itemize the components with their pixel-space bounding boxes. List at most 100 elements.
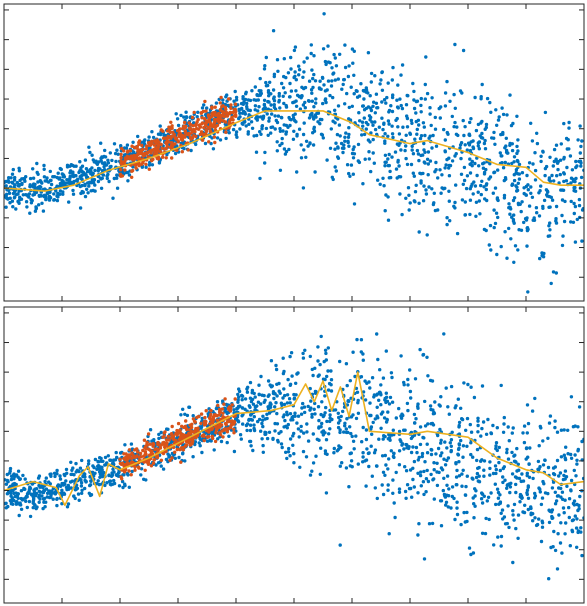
scatter-point xyxy=(531,512,535,516)
scatter-point xyxy=(495,123,499,128)
scatter-point xyxy=(399,73,403,77)
scatter-point xyxy=(150,163,155,167)
scatter-point xyxy=(567,126,571,130)
scatter-point xyxy=(193,440,198,444)
scatter-point xyxy=(131,140,135,144)
scatter-point xyxy=(580,239,584,243)
scatter-point xyxy=(462,381,466,385)
scatter-point xyxy=(469,441,473,445)
scatter-point xyxy=(414,183,418,187)
scatter-point xyxy=(31,506,35,510)
scatter-point xyxy=(368,401,372,405)
scatter-point xyxy=(473,184,478,188)
scatter-point xyxy=(264,80,268,85)
scatter-point xyxy=(310,469,314,473)
scatter-point xyxy=(319,412,323,417)
scatter-point xyxy=(472,395,477,400)
scatter-point xyxy=(170,156,174,160)
scatter-point xyxy=(145,442,149,446)
scatter-point xyxy=(170,456,174,460)
scatter-point xyxy=(387,532,391,536)
scatter-point xyxy=(32,502,36,506)
scatter-point xyxy=(31,167,35,171)
scatter-point xyxy=(161,136,166,140)
scatter-point xyxy=(406,94,410,98)
scatter-point xyxy=(217,407,222,412)
scatter-point xyxy=(414,445,419,450)
scatter-point xyxy=(420,454,424,459)
scatter-point xyxy=(385,399,390,403)
scatter-point xyxy=(161,467,166,471)
scatter-point xyxy=(524,218,529,222)
scatter-point xyxy=(84,479,88,484)
scatter-point xyxy=(320,117,324,122)
scatter-point xyxy=(200,450,204,455)
scatter-point xyxy=(580,553,584,558)
scatter-point xyxy=(343,102,347,106)
scatter-point xyxy=(53,492,58,496)
scatter-point xyxy=(367,157,371,161)
scatter-point xyxy=(412,412,417,417)
scatter-point xyxy=(122,464,126,468)
scatter-point xyxy=(159,142,163,147)
scatter-point xyxy=(33,209,38,213)
scatter-point xyxy=(419,110,423,114)
scatter-point xyxy=(547,178,551,182)
scatter-point xyxy=(526,290,530,294)
scatter-point xyxy=(457,460,461,464)
scatter-point xyxy=(443,166,447,170)
scatter-point xyxy=(443,104,448,108)
scatter-point xyxy=(49,474,53,478)
scatter-point xyxy=(10,180,14,184)
scatter-point xyxy=(526,421,531,426)
scatter-point xyxy=(231,110,235,115)
scatter-point xyxy=(544,188,549,192)
scatter-point xyxy=(515,144,519,149)
scatter-point xyxy=(492,170,497,174)
scatter-point xyxy=(526,484,530,488)
scatter-point xyxy=(469,552,473,557)
scatter-point xyxy=(269,103,273,107)
scatter-point xyxy=(91,158,96,162)
scatter-point xyxy=(433,170,437,174)
scatter-point xyxy=(268,80,272,85)
scatter-point xyxy=(71,188,75,193)
scatter-point xyxy=(328,419,332,424)
scatter-point xyxy=(299,143,303,147)
scatter-point xyxy=(224,422,228,427)
scatter-point xyxy=(274,367,279,372)
scatter-point xyxy=(556,167,560,172)
scatter-point xyxy=(422,160,426,164)
scatter-point xyxy=(267,393,271,397)
scatter-point xyxy=(443,149,447,153)
scatter-point xyxy=(563,469,568,473)
scatter-point xyxy=(472,516,476,520)
scatter-point xyxy=(264,55,268,60)
scatter-point xyxy=(261,443,265,448)
scatter-point xyxy=(552,529,556,534)
fit-line xyxy=(4,371,584,507)
scatter-point xyxy=(233,102,238,106)
scatter-point xyxy=(399,148,403,152)
scatter-point xyxy=(214,431,218,435)
scatter-point xyxy=(506,425,510,429)
scatter-point xyxy=(381,492,386,497)
scatter-point xyxy=(12,178,17,182)
scatter-point xyxy=(474,200,479,204)
scatter-point xyxy=(384,349,388,353)
scatter-point xyxy=(295,132,299,137)
scatter-point xyxy=(187,431,191,436)
scatter-point xyxy=(428,112,432,116)
scatter-point xyxy=(401,125,405,129)
scatter-point xyxy=(480,179,484,183)
scatter-point xyxy=(18,195,22,199)
scatter-point xyxy=(98,465,102,469)
scatter-point xyxy=(484,187,488,192)
scatter-point xyxy=(70,468,74,472)
scatter-point xyxy=(408,468,413,472)
scatter-point xyxy=(317,86,322,90)
scatter-point xyxy=(238,433,243,437)
scatter-point xyxy=(192,430,196,434)
scatter-point xyxy=(393,515,397,520)
